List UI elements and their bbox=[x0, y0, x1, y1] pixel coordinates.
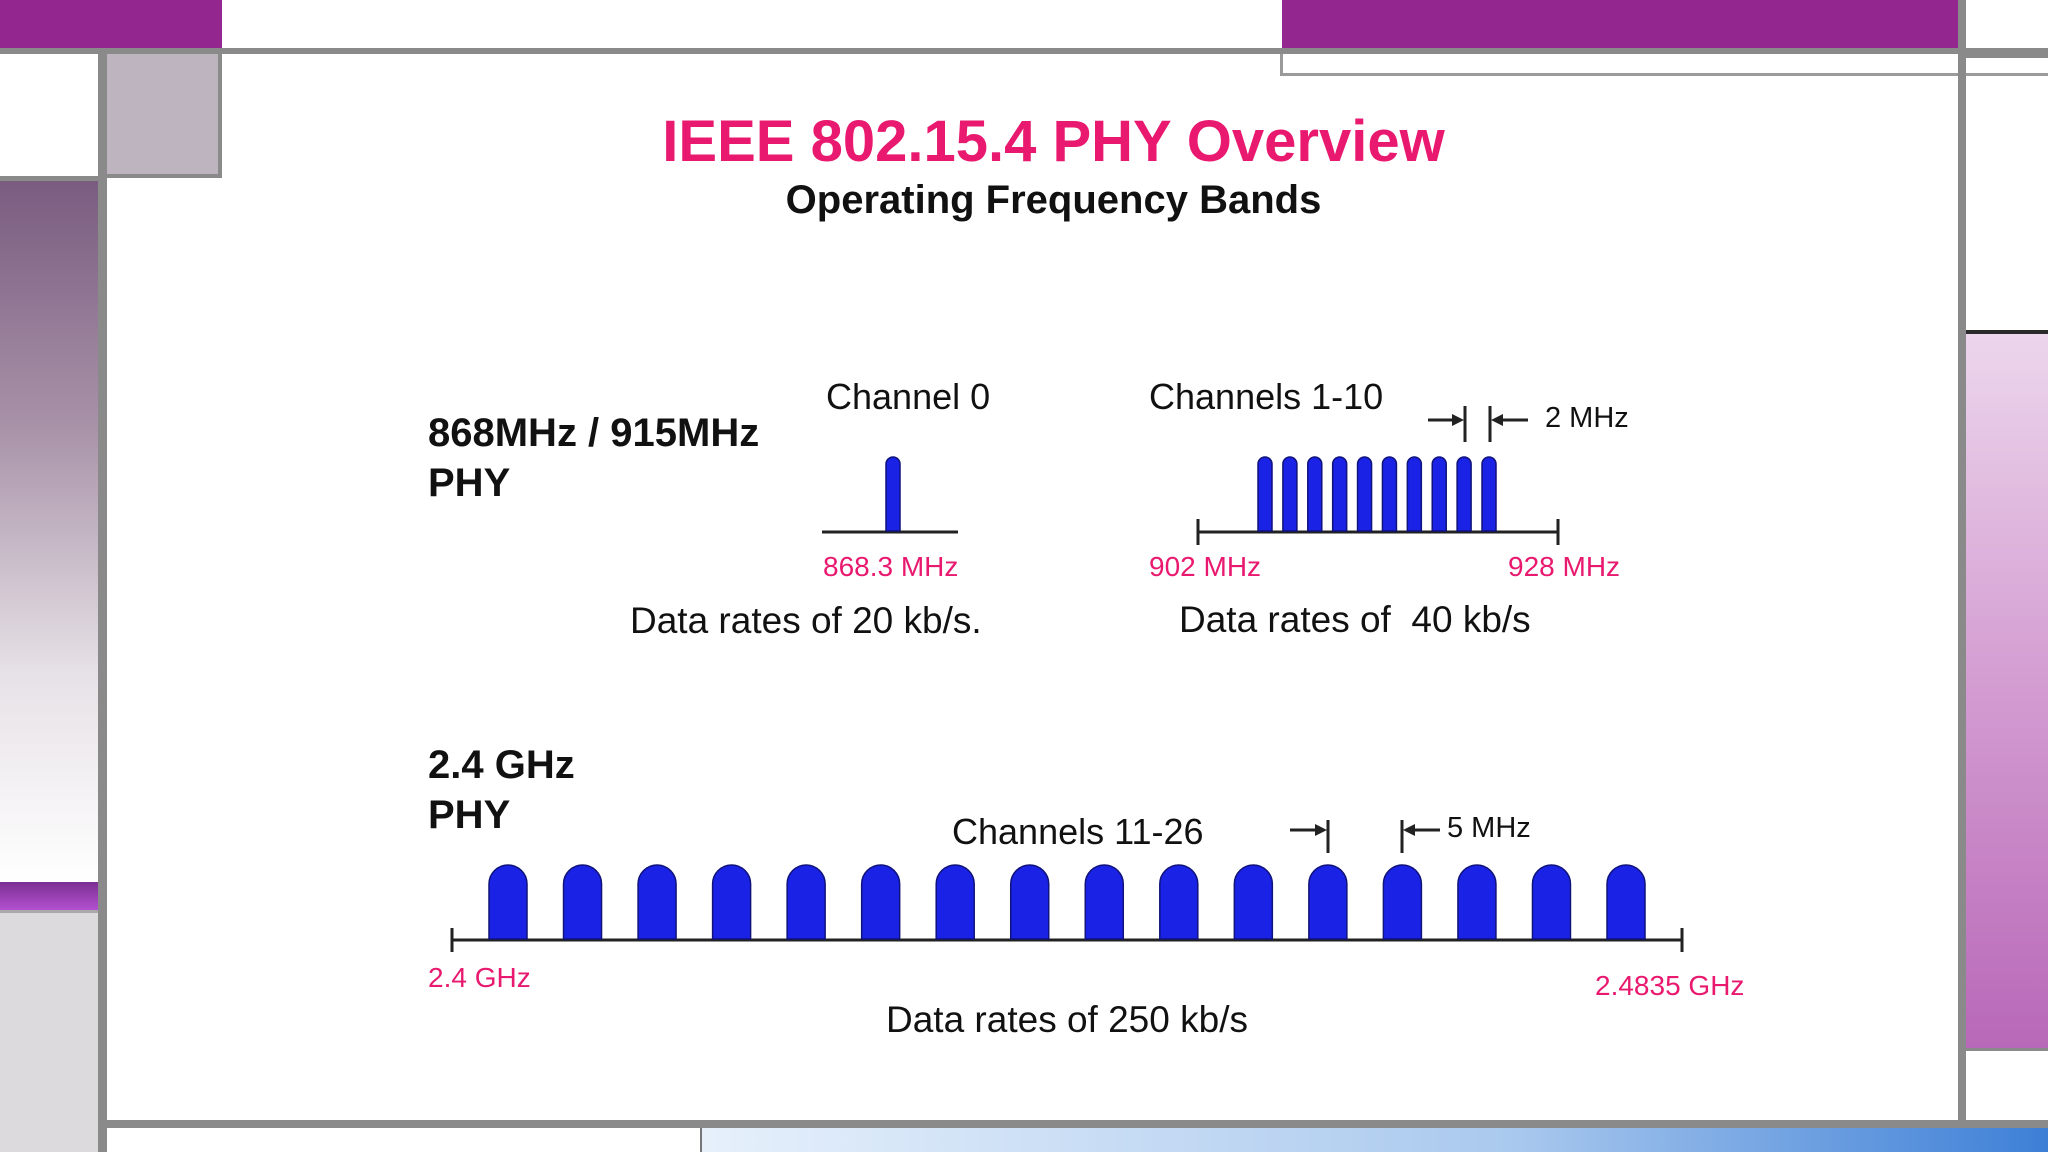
phy-label-868-915-line1: 868MHz / 915MHz bbox=[428, 411, 760, 455]
right-frame-line-top bbox=[1966, 54, 2048, 58]
channel-11-26-hump bbox=[711, 864, 752, 940]
phy-label-868-915: 868MHz / 915MHz PHY bbox=[428, 408, 759, 508]
spacing-2mhz-right-arrowhead bbox=[1491, 414, 1503, 426]
right-pink-panel bbox=[1966, 334, 2048, 1048]
channel-11-26-hump bbox=[1606, 864, 1646, 940]
channel-11-26-hump bbox=[488, 864, 528, 940]
channel-1-10-hump bbox=[1331, 456, 1348, 532]
channel-11-26-hump bbox=[1159, 864, 1199, 940]
channel-0-hump bbox=[885, 456, 901, 532]
channel-1-10-hump bbox=[1406, 456, 1423, 532]
rate-2400-label: Data rates of 250 kb/s bbox=[886, 999, 1248, 1040]
channel-11-26-hump bbox=[860, 864, 901, 940]
channels-11-26-plot bbox=[450, 820, 1684, 952]
left-gradient-panel bbox=[0, 181, 98, 882]
channel-11-26-hump bbox=[1531, 864, 1572, 940]
top-right-purple-bar bbox=[1282, 0, 1958, 50]
channel-1-10-hump bbox=[1431, 456, 1447, 532]
channel-11-26-hump bbox=[1084, 864, 1125, 940]
rate-868-label: Data rates of 20 kb/s. bbox=[630, 600, 982, 641]
channels-11-26-label: Channels 11-26 bbox=[952, 811, 1204, 852]
channels-1-10-label: Channels 1-10 bbox=[1149, 376, 1384, 417]
channel-11-26-hump bbox=[1457, 864, 1497, 940]
channel-1-10-hump bbox=[1307, 456, 1323, 532]
channel-0-label: Channel 0 bbox=[826, 376, 991, 417]
top-left-gray-square bbox=[106, 54, 222, 178]
rate-915-label: Data rates of 40 kb/s bbox=[1179, 599, 1531, 640]
right-vertical-frame bbox=[1958, 0, 1966, 1126]
freq-928-label: 928 MHz bbox=[1508, 551, 1621, 582]
phy-label-2400-line2: PHY bbox=[428, 793, 511, 837]
channel-11-26-hump bbox=[1382, 864, 1423, 940]
channel-11-26-hump bbox=[935, 864, 975, 940]
freq-2-4835ghz-label: 2.4835 GHz bbox=[1595, 970, 1745, 1001]
channel-1-10-hump bbox=[1257, 456, 1273, 532]
channel-1-10-hump bbox=[1356, 456, 1373, 532]
left-bottom-gray-panel bbox=[0, 910, 98, 1152]
channel-11-26-hump bbox=[1009, 864, 1050, 940]
channel-1-10-hump bbox=[1282, 456, 1298, 532]
channels-1-10-plot bbox=[1196, 406, 1560, 545]
channel-1-10-hump bbox=[1481, 456, 1497, 532]
channel-11-26-hump bbox=[1233, 864, 1274, 940]
spacing-5mhz-left-arrowhead bbox=[1315, 824, 1327, 836]
left-purple-stripe bbox=[0, 882, 100, 910]
spacing-5mhz-label: 5 MHz bbox=[1447, 812, 1531, 844]
channel-1-10-hump bbox=[1381, 456, 1398, 532]
right-frame-line-mid bbox=[1966, 330, 2048, 334]
right-frame-line-low bbox=[1966, 1048, 2048, 1051]
top-right-outline bbox=[1280, 54, 2048, 76]
left-vertical-frame bbox=[98, 54, 107, 1152]
freq-902-label: 902 MHz bbox=[1149, 551, 1262, 582]
bottom-frame-line bbox=[98, 1120, 2048, 1128]
top-frame-line bbox=[0, 48, 2048, 54]
slide-subtitle: Operating Frequency Bands bbox=[785, 178, 1322, 222]
channel-0-plot bbox=[822, 456, 958, 534]
freq-868-3-label: 868.3 MHz bbox=[823, 551, 959, 582]
channel-1-10-hump bbox=[1456, 456, 1472, 532]
channel-11-26-hump bbox=[637, 864, 677, 940]
spacing-2mhz-label: 2 MHz bbox=[1545, 402, 1629, 434]
phy-label-868-915-line2: PHY bbox=[428, 461, 511, 505]
phy-label-2400: 2.4 GHz PHY bbox=[428, 740, 575, 840]
freq-2-4ghz-label: 2.4 GHz bbox=[428, 962, 531, 993]
channel-11-26-hump bbox=[1308, 864, 1348, 940]
top-left-purple-bar bbox=[0, 0, 222, 50]
channel-11-26-hump bbox=[562, 864, 603, 940]
spacing-5mhz-right-arrowhead bbox=[1403, 824, 1415, 836]
slide-title: IEEE 802.15.4 PHY Overview bbox=[662, 109, 1445, 174]
channel-11-26-hump bbox=[786, 864, 826, 940]
left-frame-top-line bbox=[0, 176, 106, 181]
phy-label-2400-line1: 2.4 GHz bbox=[428, 743, 575, 787]
spacing-2mhz-left-arrowhead bbox=[1452, 414, 1464, 426]
bottom-blue-bar bbox=[700, 1128, 2048, 1152]
